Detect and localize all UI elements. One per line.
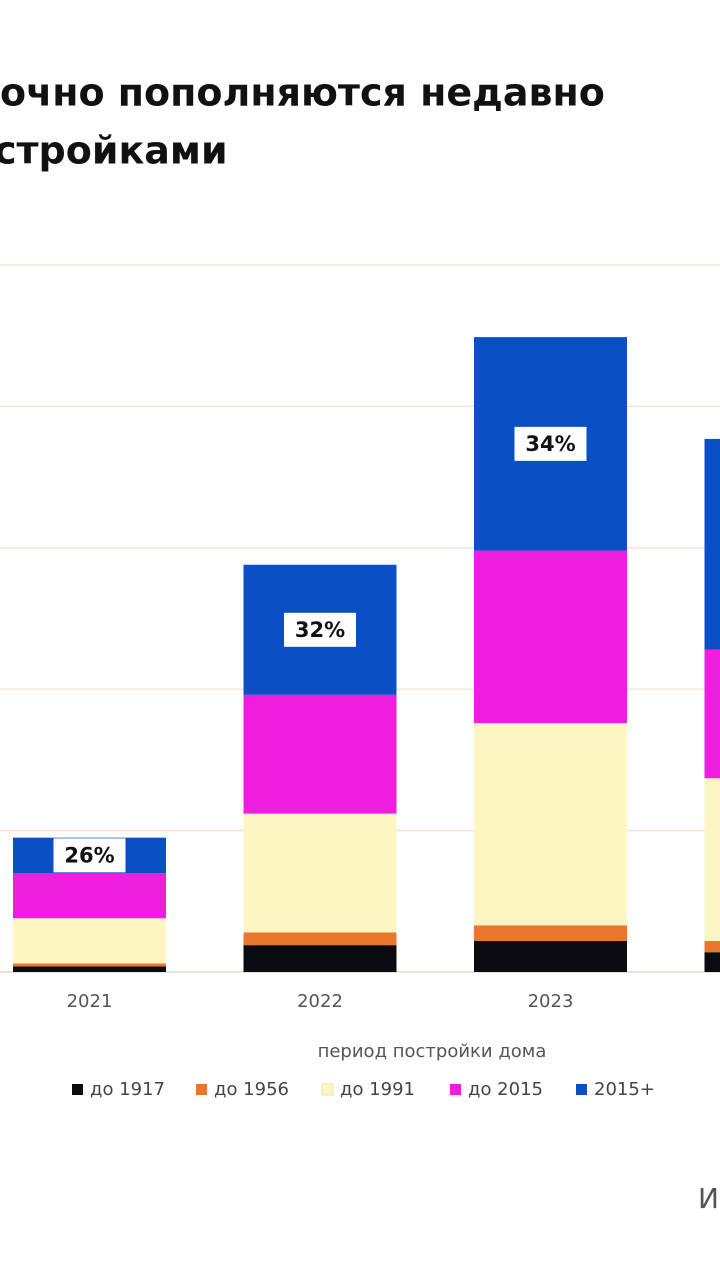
bar-segment xyxy=(704,438,720,650)
data-label-box xyxy=(284,612,356,647)
bar-segment xyxy=(704,778,720,941)
bar-segment xyxy=(474,723,627,926)
legend-marker xyxy=(72,1084,83,1095)
legend-marker xyxy=(321,1083,334,1096)
x-tick-label: 2021 xyxy=(67,991,113,1012)
data-label: 32% xyxy=(295,618,345,642)
bar-segment xyxy=(474,550,627,724)
legend-label: 2015+ xyxy=(594,1079,655,1100)
x-tick-label: 2023 xyxy=(528,991,574,1012)
bar-segment xyxy=(243,813,397,933)
legend-label: до 2015 xyxy=(468,1079,543,1100)
data-label-box xyxy=(514,426,587,461)
bar-segment xyxy=(704,940,720,953)
bar-segment xyxy=(13,966,166,972)
x-tick-label: 2022 xyxy=(297,991,343,1012)
data-label: 26% xyxy=(64,843,114,867)
source: И xyxy=(698,1182,719,1215)
legend-label: до 1991 xyxy=(340,1079,415,1100)
bar-segment xyxy=(13,873,166,919)
bar-segment xyxy=(474,940,627,972)
bar-segment xyxy=(704,952,720,972)
bar-segment xyxy=(704,649,720,779)
legend-marker xyxy=(576,1084,587,1095)
data-label-box xyxy=(53,838,126,873)
legend-marker xyxy=(450,1084,461,1095)
chart-title: стройками xyxy=(0,129,228,173)
bar-segment xyxy=(243,932,397,946)
legend-marker xyxy=(196,1084,207,1095)
legend-label: до 1917 xyxy=(90,1079,165,1100)
bar-segment xyxy=(13,918,166,964)
chart-title: очно пополняются недавно xyxy=(0,71,605,115)
bar-segment xyxy=(243,694,397,814)
bar-segment xyxy=(13,963,166,967)
data-label: 34% xyxy=(525,432,575,456)
legend-label: до 1956 xyxy=(214,1079,289,1100)
bar-segment xyxy=(474,925,627,941)
bar-segment xyxy=(243,945,397,972)
x-axis-label: период постройки дома xyxy=(318,1041,547,1062)
